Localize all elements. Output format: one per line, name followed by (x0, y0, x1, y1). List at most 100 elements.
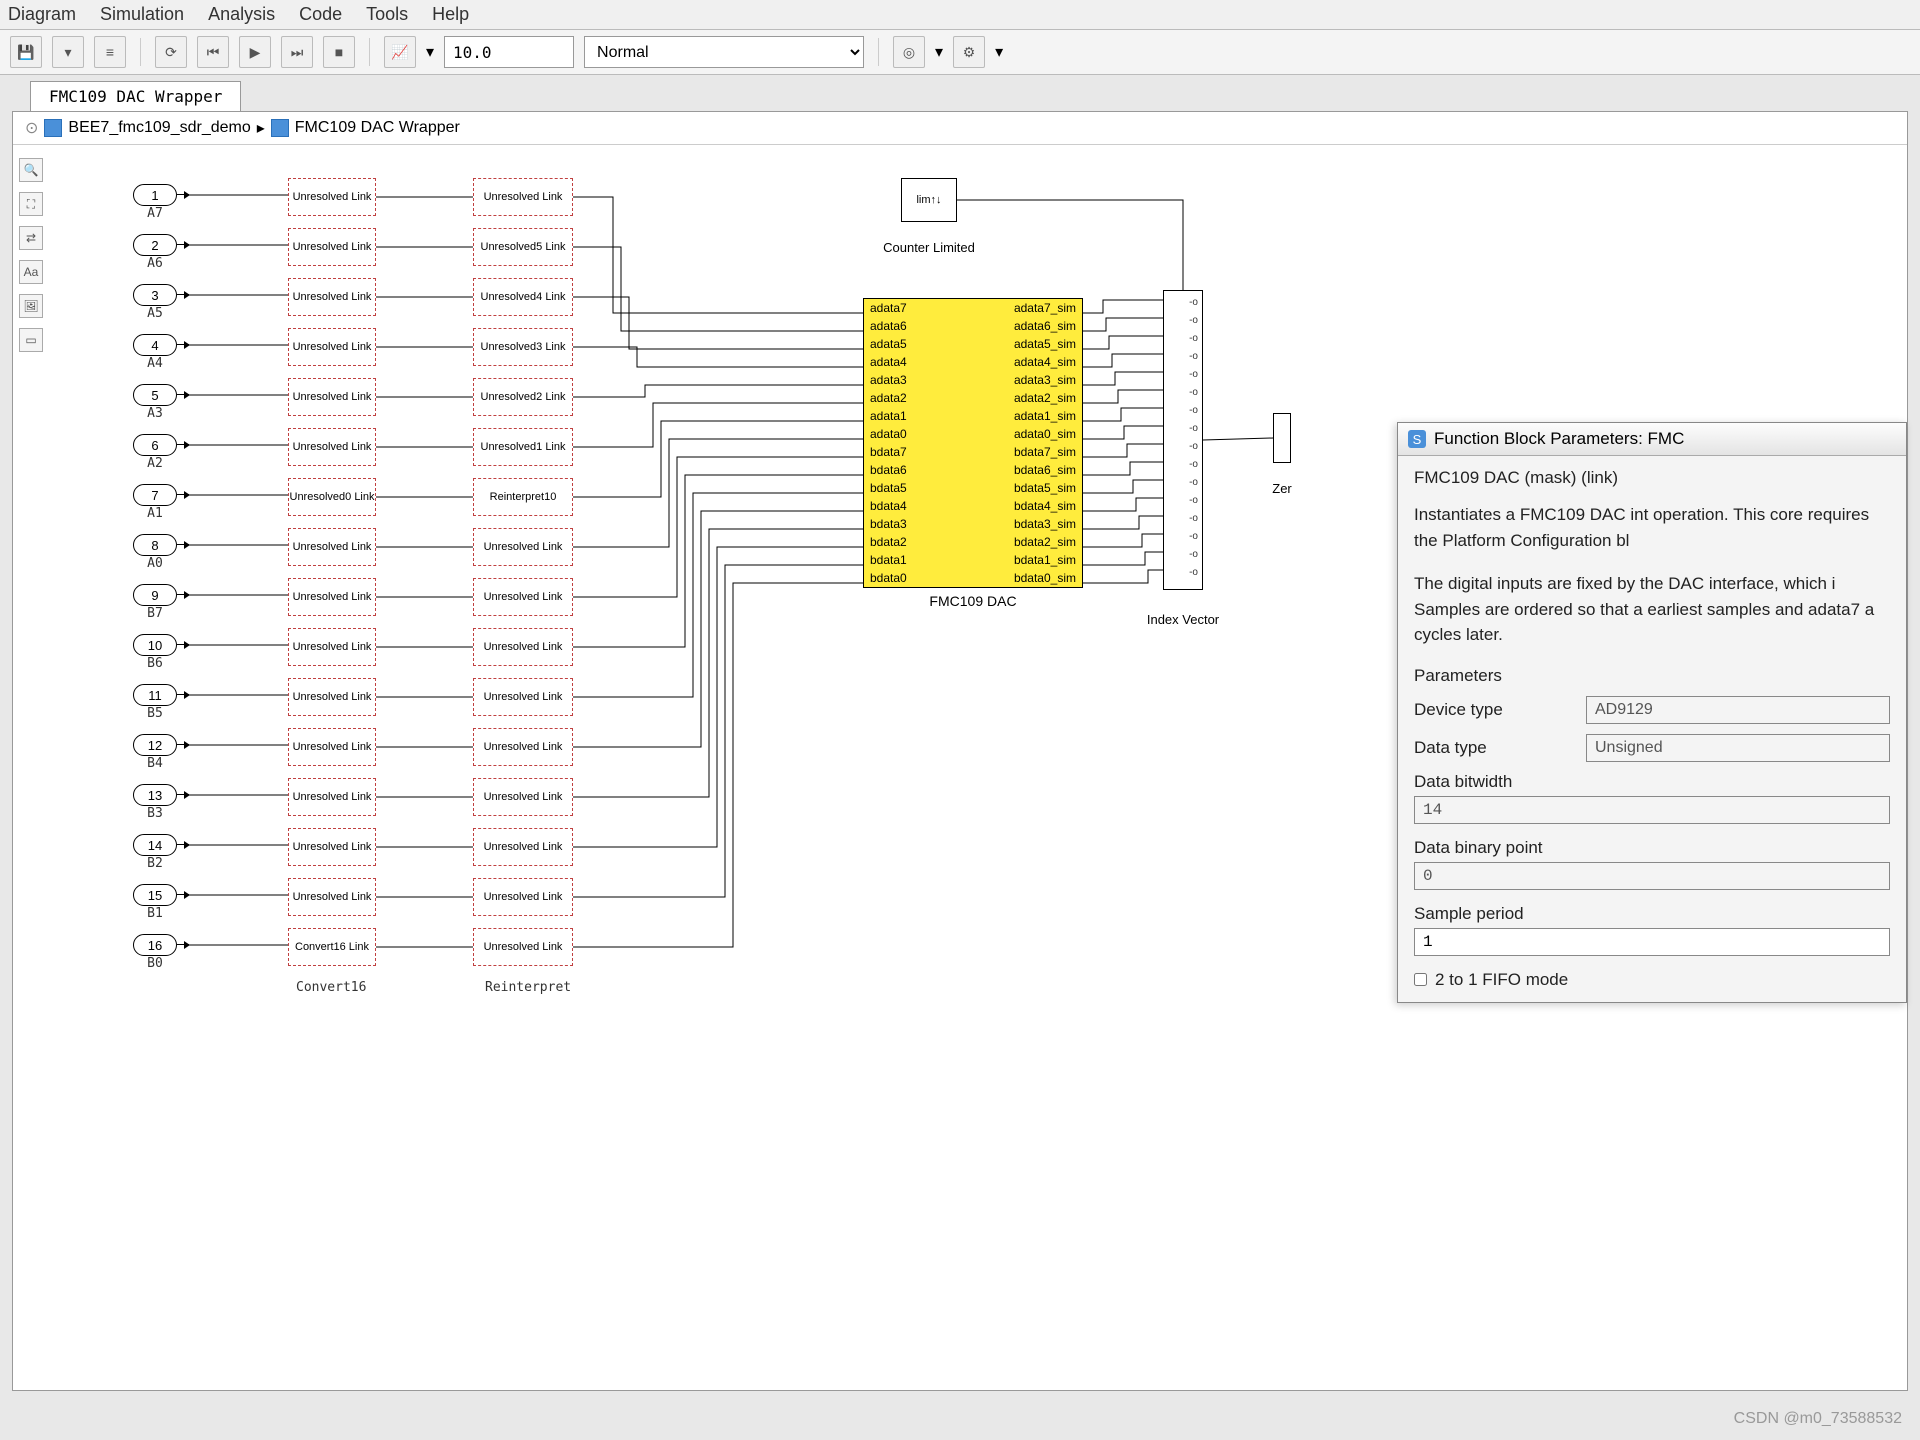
menu-diagram[interactable]: Diagram (8, 4, 76, 25)
inport-A3[interactable]: 5A3 (133, 384, 177, 421)
reinterpret-block-6[interactable]: Reinterpret10 (473, 478, 573, 516)
inport-B4[interactable]: 12B4 (133, 734, 177, 771)
convert-block-8[interactable]: Unresolved Link (288, 578, 376, 616)
zoom-icon[interactable]: 🔍 (19, 158, 43, 182)
box-icon[interactable]: ▭ (19, 328, 43, 352)
inport-A5[interactable]: 3A5 (133, 284, 177, 321)
convert-block-15[interactable]: Convert16 Link (288, 928, 376, 966)
reinterpret-block-9[interactable]: Unresolved Link (473, 628, 573, 666)
watermark: CSDN @m0_73588532 (1734, 1410, 1902, 1428)
counter-limited-block[interactable]: lim↑↓Counter Limited (901, 178, 957, 222)
convert-block-6[interactable]: Unresolved0 Link (288, 478, 376, 516)
inport-A6[interactable]: 2A6 (133, 234, 177, 271)
inport-B7[interactable]: 9B7 (133, 584, 177, 621)
dialog-title-bar[interactable]: S Function Block Parameters: FMC (1398, 423, 1906, 456)
reinterpret-block-7[interactable]: Unresolved Link (473, 528, 573, 566)
reinterpret-block-13[interactable]: Unresolved Link (473, 828, 573, 866)
sim-mode-select[interactable]: Normal (584, 36, 864, 68)
crumb-sep: ▸ (257, 118, 265, 138)
inport-B0[interactable]: 16B0 (133, 934, 177, 971)
convert-block-14[interactable]: Unresolved Link (288, 878, 376, 916)
binpt-field[interactable] (1414, 862, 1890, 890)
fit-icon[interactable]: ⛶ (19, 192, 43, 216)
inport-B3[interactable]: 13B3 (133, 784, 177, 821)
crumb-root[interactable]: BEE7_fmc109_sdr_demo (68, 119, 250, 137)
menu-help[interactable]: Help (432, 4, 469, 25)
image-icon[interactable]: 🖼 (19, 294, 43, 318)
target-icon[interactable]: ◎ (893, 36, 925, 68)
convert-block-2[interactable]: Unresolved Link (288, 278, 376, 316)
palette-column: 🔍 ⛶ ⇄ Aa 🖼 ▭ (19, 158, 47, 352)
convert-block-9[interactable]: Unresolved Link (288, 628, 376, 666)
inport-A7[interactable]: 1A7 (133, 184, 177, 221)
inport-B5[interactable]: 11B5 (133, 684, 177, 721)
refresh-icon[interactable]: ⟳ (155, 36, 187, 68)
reinterpret-block-11[interactable]: Unresolved Link (473, 728, 573, 766)
convert-stack-label: Convert16 (296, 980, 366, 995)
convert-block-10[interactable]: Unresolved Link (288, 678, 376, 716)
fmc109-dac-block[interactable]: adata7adata7_simadata6adata6_simadata5ad… (863, 298, 1083, 588)
convert-block-7[interactable]: Unresolved Link (288, 528, 376, 566)
data-type-field[interactable] (1586, 734, 1890, 762)
menu-analysis[interactable]: Analysis (208, 4, 275, 25)
menu-simulation[interactable]: Simulation (100, 4, 184, 25)
sample-label: Sample period (1414, 904, 1890, 924)
convert-block-13[interactable]: Unresolved Link (288, 828, 376, 866)
reinterpret-block-12[interactable]: Unresolved Link (473, 778, 573, 816)
stop-time-input[interactable] (444, 36, 574, 68)
bitwidth-label: Data bitwidth (1414, 772, 1890, 792)
convert-block-11[interactable]: Unresolved Link (288, 728, 376, 766)
inport-A2[interactable]: 6A2 (133, 434, 177, 471)
menu-bar: Diagram Simulation Analysis Code Tools H… (0, 0, 1920, 30)
model-window: ⊙ BEE7_fmc109_sdr_demo ▸ FMC109 DAC Wrap… (12, 111, 1908, 1391)
reinterpret-block-1[interactable]: Unresolved5 Link (473, 228, 573, 266)
reinterpret-block-2[interactable]: Unresolved4 Link (473, 278, 573, 316)
convert-block-5[interactable]: Unresolved Link (288, 428, 376, 466)
convert-block-3[interactable]: Unresolved Link (288, 328, 376, 366)
menu-tools[interactable]: Tools (366, 4, 408, 25)
new-icon[interactable]: ▾ (52, 36, 84, 68)
reinterpret-block-8[interactable]: Unresolved Link (473, 578, 573, 616)
reinterpret-block-3[interactable]: Unresolved3 Link (473, 328, 573, 366)
inport-B2[interactable]: 14B2 (133, 834, 177, 871)
inport-B6[interactable]: 10B6 (133, 634, 177, 671)
inport-A4[interactable]: 4A4 (133, 334, 177, 371)
data-type-label: Data type (1414, 738, 1574, 758)
inport-A1[interactable]: 7A1 (133, 484, 177, 521)
menu-code[interactable]: Code (299, 4, 342, 25)
tab-fmc109[interactable]: FMC109 DAC Wrapper (30, 81, 241, 111)
list-icon[interactable]: ≡ (94, 36, 126, 68)
crumb-leaf[interactable]: FMC109 DAC Wrapper (295, 119, 460, 137)
stop-icon[interactable]: ■ (323, 36, 355, 68)
reinterpret-block-14[interactable]: Unresolved Link (473, 878, 573, 916)
mask-desc-2: The digital inputs are fixed by the DAC … (1414, 571, 1890, 648)
breadcrumb: ⊙ BEE7_fmc109_sdr_demo ▸ FMC109 DAC Wrap… (13, 112, 1907, 145)
reinterpret-block-15[interactable]: Unresolved Link (473, 928, 573, 966)
zero-block[interactable]: Zer (1273, 413, 1291, 463)
convert-block-12[interactable]: Unresolved Link (288, 778, 376, 816)
step-fwd-icon[interactable]: ⏭ (281, 36, 313, 68)
index-vector-block[interactable]: -o-o-o-o-o-o-o-o-o-o-o-o-o-o-o-oIndex Ve… (1163, 290, 1203, 590)
play-icon[interactable]: ▶ (239, 36, 271, 68)
reinterpret-block-0[interactable]: Unresolved Link (473, 178, 573, 216)
sample-field[interactable] (1414, 928, 1890, 956)
inport-B1[interactable]: 15B1 (133, 884, 177, 921)
convert-block-4[interactable]: Unresolved Link (288, 378, 376, 416)
convert-block-1[interactable]: Unresolved Link (288, 228, 376, 266)
bitwidth-field[interactable] (1414, 796, 1890, 824)
annotate-icon[interactable]: Aa (19, 260, 43, 284)
device-type-field[interactable] (1586, 696, 1890, 724)
convert-block-0[interactable]: Unresolved Link (288, 178, 376, 216)
block-params-dialog: S Function Block Parameters: FMC FMC109 … (1397, 422, 1907, 1003)
scope-icon[interactable]: 📈 (384, 36, 416, 68)
inport-A0[interactable]: 8A0 (133, 534, 177, 571)
tab-bar: FMC109 DAC Wrapper (0, 75, 1920, 111)
build-icon[interactable]: ⚙ (953, 36, 985, 68)
reinterpret-block-10[interactable]: Unresolved Link (473, 678, 573, 716)
reinterpret-block-5[interactable]: Unresolved1 Link (473, 428, 573, 466)
reinterpret-block-4[interactable]: Unresolved2 Link (473, 378, 573, 416)
swap-icon[interactable]: ⇄ (19, 226, 43, 250)
save-icon[interactable]: 💾 (10, 36, 42, 68)
step-back-icon[interactable]: ⏮ (197, 36, 229, 68)
fifo-checkbox[interactable] (1414, 973, 1427, 986)
